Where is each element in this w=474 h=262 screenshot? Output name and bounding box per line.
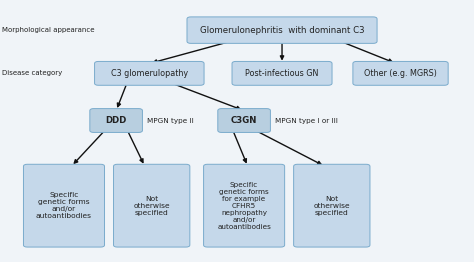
Text: Not
otherwise
specified: Not otherwise specified xyxy=(133,196,170,216)
FancyBboxPatch shape xyxy=(293,164,370,247)
Text: C3 glomerulopathy: C3 glomerulopathy xyxy=(111,69,188,78)
Text: Morphological appearance: Morphological appearance xyxy=(2,27,95,33)
FancyBboxPatch shape xyxy=(203,164,284,247)
FancyBboxPatch shape xyxy=(24,164,104,247)
Text: Specific
genetic forms
for example
CFHR5
nephropathy
and/or
autoantibodies: Specific genetic forms for example CFHR5… xyxy=(217,182,271,230)
Text: Post-infectious GN: Post-infectious GN xyxy=(246,69,319,78)
Text: Not
otherwise
specified: Not otherwise specified xyxy=(313,196,350,216)
Text: DDD: DDD xyxy=(105,116,127,125)
FancyBboxPatch shape xyxy=(90,108,142,132)
Text: Other (e.g. MGRS): Other (e.g. MGRS) xyxy=(364,69,437,78)
FancyBboxPatch shape xyxy=(94,62,204,85)
FancyBboxPatch shape xyxy=(218,108,270,132)
Text: MPGN type II: MPGN type II xyxy=(147,118,194,123)
FancyBboxPatch shape xyxy=(232,62,332,85)
Text: Glomerulonephritis  with dominant C3: Glomerulonephritis with dominant C3 xyxy=(200,26,365,35)
FancyBboxPatch shape xyxy=(353,62,448,85)
Text: Specific
genetic forms
and/or
autoantibodies: Specific genetic forms and/or autoantibo… xyxy=(36,192,92,219)
Text: Disease category: Disease category xyxy=(2,70,63,76)
FancyBboxPatch shape xyxy=(187,17,377,43)
FancyBboxPatch shape xyxy=(113,164,190,247)
Text: MPGN type I or III: MPGN type I or III xyxy=(275,118,338,123)
Text: C3GN: C3GN xyxy=(231,116,257,125)
